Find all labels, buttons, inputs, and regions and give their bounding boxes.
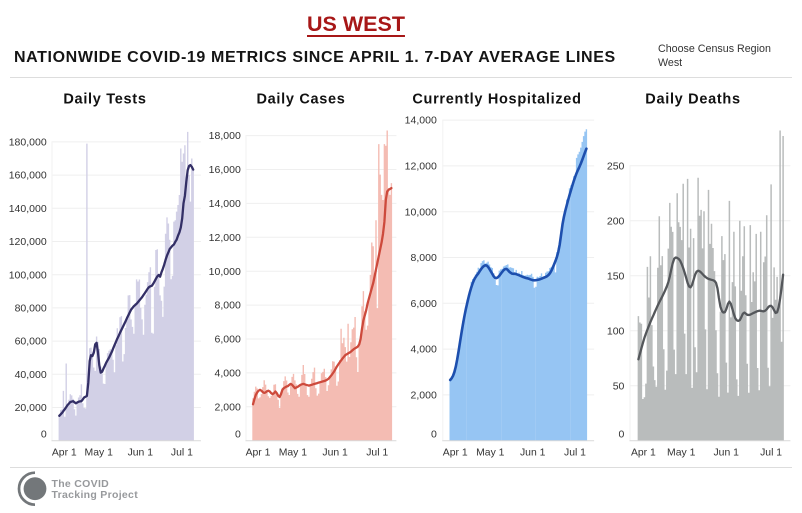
svg-text:Jul 1: Jul 1 [366, 448, 388, 459]
svg-text:Jun 1: Jun 1 [520, 448, 546, 459]
svg-text:May 1: May 1 [667, 448, 696, 459]
svg-text:200: 200 [607, 215, 625, 227]
svg-text:Daily Deaths: Daily Deaths [645, 92, 740, 108]
svg-text:160,000: 160,000 [9, 170, 47, 182]
svg-text:May 1: May 1 [476, 448, 505, 459]
svg-text:4,000: 4,000 [215, 368, 241, 380]
svg-text:Jun 1: Jun 1 [128, 448, 154, 459]
svg-text:50: 50 [613, 380, 625, 392]
svg-text:Jul 1: Jul 1 [171, 448, 193, 459]
svg-text:120,000: 120,000 [9, 236, 47, 248]
svg-text:2,000: 2,000 [411, 390, 437, 402]
svg-text:4,000: 4,000 [411, 344, 437, 356]
svg-text:80,000: 80,000 [15, 303, 47, 315]
svg-text:18,000: 18,000 [209, 130, 241, 142]
svg-text:12,000: 12,000 [405, 161, 437, 173]
svg-text:Jun 1: Jun 1 [713, 448, 739, 459]
svg-text:6,000: 6,000 [215, 334, 241, 346]
svg-text:6,000: 6,000 [411, 298, 437, 310]
svg-text:Apr 1: Apr 1 [443, 448, 468, 459]
svg-text:May 1: May 1 [85, 448, 114, 459]
svg-text:250: 250 [607, 160, 625, 172]
svg-text:16,000: 16,000 [209, 164, 241, 176]
svg-text:Apr 1: Apr 1 [52, 448, 77, 459]
svg-text:Jun 1: Jun 1 [322, 448, 348, 459]
svg-text:14,000: 14,000 [405, 115, 437, 127]
svg-text:10,000: 10,000 [209, 266, 241, 278]
svg-text:150: 150 [607, 270, 625, 282]
svg-text:0: 0 [619, 428, 625, 440]
svg-text:Jul 1: Jul 1 [564, 448, 586, 459]
svg-text:Apr 1: Apr 1 [631, 448, 656, 459]
svg-text:60,000: 60,000 [15, 336, 47, 348]
svg-text:0: 0 [41, 428, 47, 440]
svg-text:Daily Tests: Daily Tests [63, 92, 146, 108]
svg-text:May 1: May 1 [279, 448, 308, 459]
svg-text:Daily Cases: Daily Cases [256, 92, 345, 108]
svg-text:8,000: 8,000 [215, 300, 241, 312]
svg-text:Apr 1: Apr 1 [246, 448, 271, 459]
svg-text:Jul 1: Jul 1 [760, 448, 782, 459]
svg-text:100: 100 [607, 325, 625, 337]
svg-text:14,000: 14,000 [209, 198, 241, 210]
svg-text:12,000: 12,000 [209, 232, 241, 244]
svg-text:0: 0 [431, 428, 437, 440]
svg-text:140,000: 140,000 [9, 203, 47, 215]
svg-text:180,000: 180,000 [9, 137, 47, 149]
svg-text:40,000: 40,000 [15, 369, 47, 381]
svg-text:10,000: 10,000 [405, 206, 437, 218]
svg-text:100,000: 100,000 [9, 269, 47, 281]
svg-text:0: 0 [235, 428, 241, 440]
svg-text:8,000: 8,000 [411, 252, 437, 264]
svg-text:2,000: 2,000 [215, 401, 241, 413]
svg-text:20,000: 20,000 [15, 402, 47, 414]
svg-text:Currently Hospitalized: Currently Hospitalized [412, 92, 581, 108]
